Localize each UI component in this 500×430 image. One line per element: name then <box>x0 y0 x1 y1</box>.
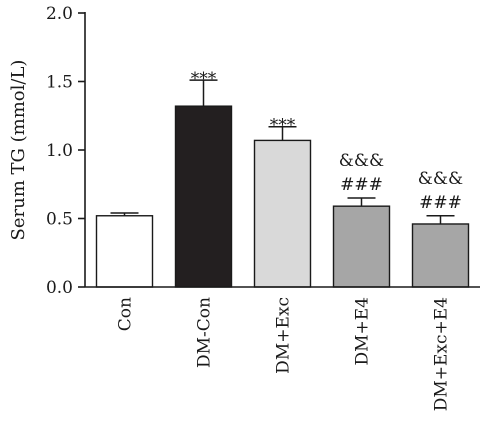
bar-dm-exc-e4 <box>411 223 470 288</box>
error-bars <box>110 79 455 224</box>
y-tick-label: 0.5 <box>46 210 73 230</box>
significance-label: *** <box>270 116 296 136</box>
significance-label: *** <box>191 69 217 89</box>
y-tick-label: 0.0 <box>46 278 73 298</box>
y-tick-label: 1.5 <box>46 73 73 93</box>
category-label: Con <box>116 297 136 331</box>
bar-dm-exc <box>253 139 312 288</box>
bar-dm-e4 <box>332 205 391 288</box>
significance-labels: *** *** ### &&& ### &&& <box>191 69 463 213</box>
category-label: DM-Con <box>195 297 215 368</box>
category-label: DM+Exc+E4 <box>432 297 452 411</box>
category-labels: Con DM-Con DM+Exc DM+E4 DM+Exc+E4 <box>116 297 452 411</box>
bar-con <box>95 215 154 288</box>
category-label: DM+Exc <box>274 297 294 374</box>
y-tick-label: 1.0 <box>46 141 73 161</box>
y-axis-ticks: 0.0 0.5 1.0 1.5 2.0 <box>46 4 85 298</box>
bar-dm-con <box>174 105 233 288</box>
significance-label: &&& <box>418 169 463 189</box>
significance-label: &&& <box>339 151 384 171</box>
significance-label: ### <box>419 193 462 213</box>
y-tick-label: 2.0 <box>46 4 73 24</box>
y-axis-title: Serum TG (mmol/L) <box>8 60 29 241</box>
significance-label: ### <box>340 175 383 195</box>
category-label: DM+E4 <box>353 297 373 366</box>
bars <box>95 105 470 288</box>
